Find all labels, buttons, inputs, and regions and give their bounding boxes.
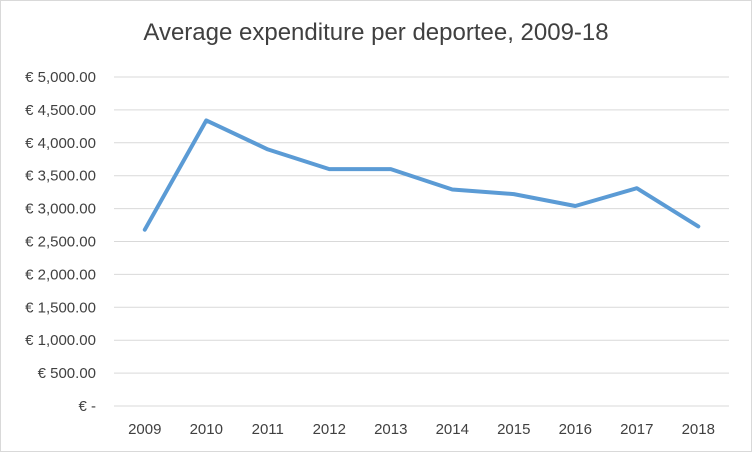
data-point — [697, 225, 700, 228]
y-tick-label: € 3,000.00 — [25, 201, 96, 218]
y-tick-label: € - — [78, 398, 96, 415]
y-tick-label: € 2,500.00 — [25, 234, 96, 251]
x-tick-label: 2013 — [374, 421, 407, 438]
data-point — [328, 168, 331, 171]
data-point — [389, 168, 392, 171]
y-tick-label: € 1,000.00 — [25, 332, 96, 349]
data-point — [143, 228, 146, 231]
x-tick-label: 2016 — [559, 421, 592, 438]
series-line — [142, 118, 701, 232]
x-tick-label: 2017 — [620, 421, 653, 438]
x-tick-label: 2009 — [128, 421, 161, 438]
chart-title: Average expenditure per deportee, 2009-1… — [143, 19, 609, 46]
x-axis-tick-labels: 2009 2010 2011 2012 2013 2014 2015 2016 2017 2018 — [128, 421, 715, 438]
y-tick-label: € 2,000.00 — [25, 266, 96, 283]
series-layer — [142, 118, 701, 232]
y-tick-label: € 4,500.00 — [25, 102, 96, 119]
data-point — [205, 119, 208, 122]
x-tick-label: 2012 — [313, 421, 346, 438]
data-point — [635, 187, 638, 190]
y-tick-label: € 5,000.00 — [25, 69, 96, 86]
y-tick-label: € 1,500.00 — [25, 299, 96, 316]
x-tick-label: 2018 — [682, 421, 715, 438]
y-tick-label: € 4,000.00 — [25, 135, 96, 152]
data-point — [451, 188, 454, 191]
data-point — [266, 148, 269, 151]
data-point — [512, 193, 515, 196]
x-tick-label: 2010 — [190, 421, 223, 438]
x-tick-label: 2015 — [497, 421, 530, 438]
data-point — [574, 204, 577, 207]
x-tick-label: 2014 — [436, 421, 469, 438]
gridlines — [114, 76, 729, 407]
y-tick-label: € 500.00 — [38, 365, 96, 382]
y-tick-label: € 3,500.00 — [25, 168, 96, 185]
y-axis-tick-labels: € - € 500.00 € 1,000.00 € 1,500.00 € 2,000.0… — [25, 69, 96, 415]
x-tick-label: 2011 — [252, 421, 284, 438]
